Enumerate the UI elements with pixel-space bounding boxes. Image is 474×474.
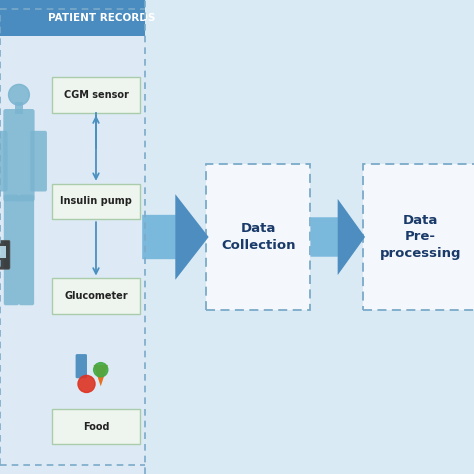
FancyBboxPatch shape xyxy=(0,246,6,258)
Polygon shape xyxy=(94,365,108,386)
Text: Food: Food xyxy=(83,421,109,432)
FancyBboxPatch shape xyxy=(0,131,8,191)
Polygon shape xyxy=(175,194,209,280)
Polygon shape xyxy=(142,194,209,280)
FancyBboxPatch shape xyxy=(363,164,474,310)
FancyBboxPatch shape xyxy=(0,0,145,474)
Circle shape xyxy=(9,84,29,105)
FancyBboxPatch shape xyxy=(0,240,10,269)
Text: Insulin pump: Insulin pump xyxy=(60,196,132,207)
FancyBboxPatch shape xyxy=(3,109,35,201)
FancyBboxPatch shape xyxy=(19,195,34,305)
FancyBboxPatch shape xyxy=(4,195,19,305)
FancyBboxPatch shape xyxy=(0,0,145,36)
Polygon shape xyxy=(310,199,365,275)
FancyBboxPatch shape xyxy=(52,77,140,113)
Polygon shape xyxy=(337,199,365,275)
FancyBboxPatch shape xyxy=(30,131,47,191)
FancyBboxPatch shape xyxy=(75,354,87,378)
Circle shape xyxy=(94,363,108,377)
FancyBboxPatch shape xyxy=(15,102,23,114)
Circle shape xyxy=(78,375,95,392)
FancyBboxPatch shape xyxy=(52,409,140,445)
FancyBboxPatch shape xyxy=(52,184,140,219)
Text: PATIENT RECORDS: PATIENT RECORDS xyxy=(47,13,155,23)
Text: CGM sensor: CGM sensor xyxy=(64,90,128,100)
FancyBboxPatch shape xyxy=(52,279,140,314)
FancyBboxPatch shape xyxy=(206,164,310,310)
Text: Glucometer: Glucometer xyxy=(64,291,128,301)
Text: Data
Pre-
processing: Data Pre- processing xyxy=(380,213,461,261)
Text: Data
Collection: Data Collection xyxy=(221,222,296,252)
